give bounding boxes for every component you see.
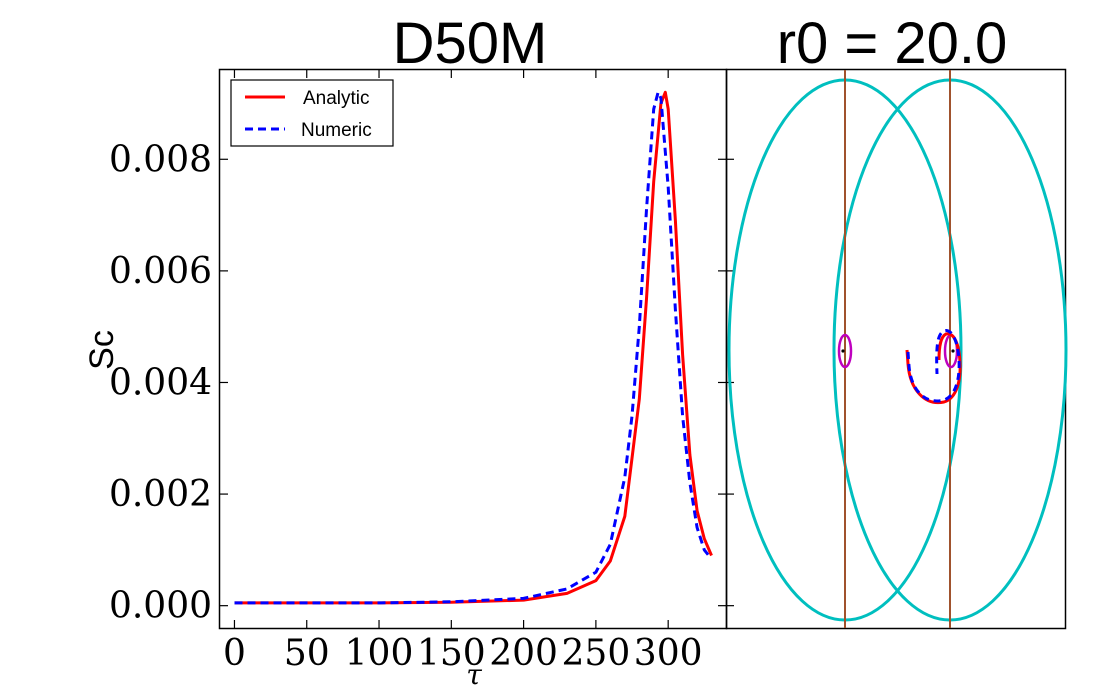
center-dot-left	[841, 349, 845, 353]
y-tick-label: 0.006	[109, 251, 212, 292]
x-tick-label: 150	[417, 633, 486, 674]
small-ellipse-left	[837, 333, 853, 369]
analytic-series-line	[234, 90, 713, 605]
y-tick-label: 0.008	[109, 139, 212, 180]
y-axis-label: Sc	[83, 330, 121, 370]
legend: Analytic Numeric	[230, 79, 394, 147]
left-chart-title: D50M	[393, 11, 548, 76]
right-plot-frame	[725, 68, 1067, 630]
x-tick-label: 200	[489, 633, 558, 674]
x-tick-label: 50	[284, 633, 330, 674]
left-ticks: 0 50 100 150 200 250 300 0.000 0.002 0.004 0.006 0.…	[109, 70, 734, 674]
sc-vs-tau-panel: D50M 0 50 100 150 200 250 300 0.000 0.002 0.004 0.…	[83, 11, 734, 691]
left-plot-frame	[218, 68, 728, 630]
left-lines	[234, 90, 713, 605]
x-tick-label: 250	[562, 633, 631, 674]
x-tick-label: 100	[345, 633, 414, 674]
legend-box	[230, 79, 394, 147]
x-axis-label: τ	[466, 658, 482, 691]
x-tick-label: 300	[634, 633, 703, 674]
center-dot-right	[951, 349, 955, 353]
y-tick-label: 0.000	[109, 586, 212, 627]
analytic-trajectory	[905, 332, 962, 405]
numeric-series-line	[234, 90, 710, 605]
numeric-trajectory	[906, 329, 961, 403]
right-chart-title: r0 = 20.0	[777, 11, 1008, 76]
x-tick-label: 0	[223, 633, 246, 674]
y-tick-label: 0.002	[109, 474, 212, 515]
y-tick-label: 0.004	[109, 362, 212, 403]
legend-numeric-label: Numeric	[301, 120, 372, 141]
legend-analytic-label: Analytic	[303, 88, 370, 109]
trajectory-panel: r0 = 20.0	[725, 11, 1068, 630]
